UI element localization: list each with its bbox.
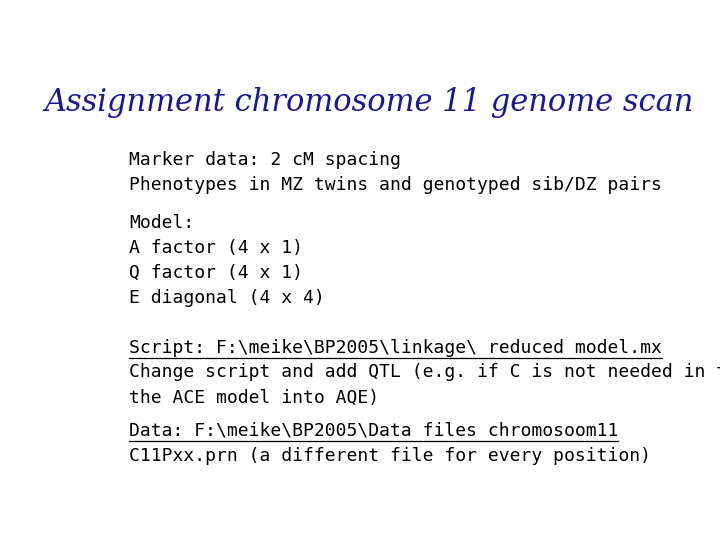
Text: A factor (4 x 1): A factor (4 x 1) (129, 239, 303, 256)
Text: Assignment chromosome 11 genome scan: Assignment chromosome 11 genome scan (45, 87, 693, 118)
Text: Phenotypes in MZ twins and genotyped sib/DZ pairs: Phenotypes in MZ twins and genotyped sib… (129, 177, 662, 194)
Text: Model:: Model: (129, 214, 194, 232)
Text: C11Pxx.prn (a different file for every position): C11Pxx.prn (a different file for every p… (129, 447, 651, 464)
Text: Script: F:\meike\BP2005\linkage\ reduced model.mx: Script: F:\meike\BP2005\linkage\ reduced… (129, 339, 662, 356)
Text: Data: F:\meike\BP2005\Data files chromosoom11: Data: F:\meike\BP2005\Data files chromos… (129, 422, 618, 440)
Text: Marker data: 2 cM spacing: Marker data: 2 cM spacing (129, 151, 401, 170)
Text: E diagonal (4 x 4): E diagonal (4 x 4) (129, 289, 325, 307)
Text: Change script and add QTL (e.g. if C is not needed in the model change: Change script and add QTL (e.g. if C is … (129, 363, 720, 381)
Text: Q factor (4 x 1): Q factor (4 x 1) (129, 264, 303, 282)
Text: the ACE model into AQE): the ACE model into AQE) (129, 388, 379, 407)
